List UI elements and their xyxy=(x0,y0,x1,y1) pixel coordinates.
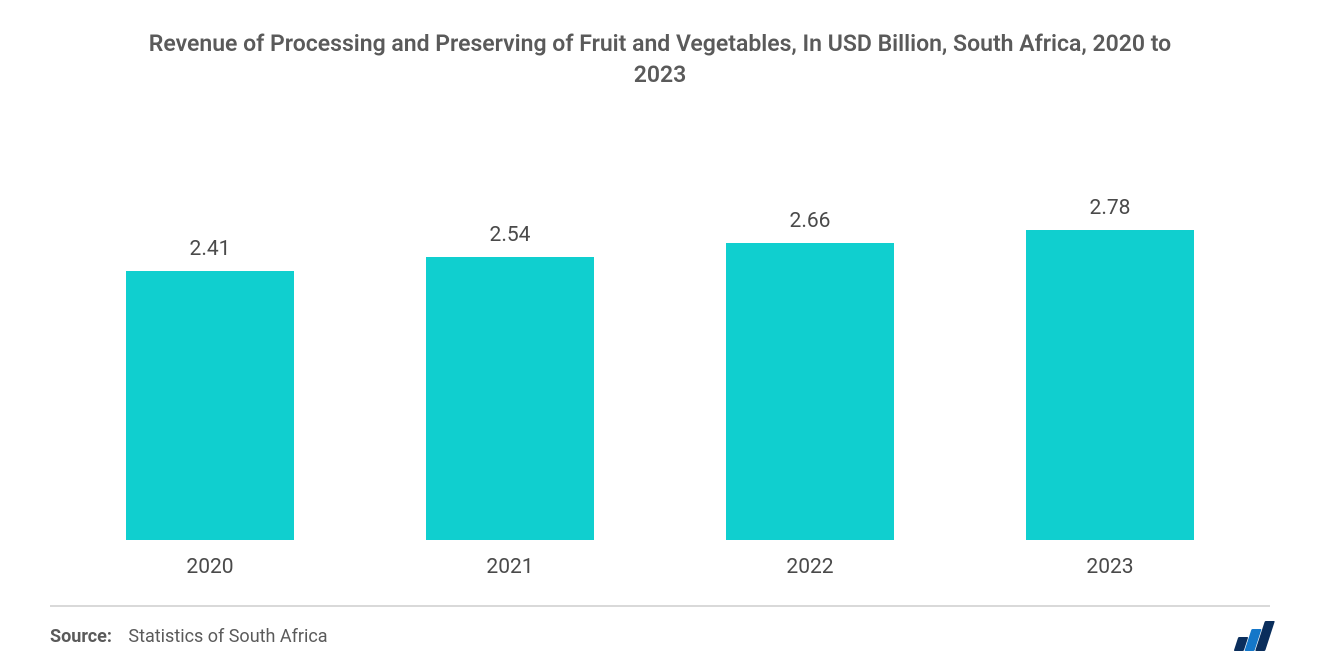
bar-group: 2.78 xyxy=(978,196,1242,540)
x-axis-label: 2021 xyxy=(378,541,642,579)
x-axis-label: 2020 xyxy=(78,541,342,579)
brand-logo-icon xyxy=(1236,621,1270,651)
source-label: Source: xyxy=(50,626,112,647)
bar xyxy=(1026,230,1195,540)
bar xyxy=(426,257,595,540)
x-axis-label: 2022 xyxy=(678,541,942,579)
source-line: Source: Statistics of South Africa xyxy=(50,626,328,647)
footer: Source: Statistics of South Africa xyxy=(50,605,1270,665)
source-text: Statistics of South Africa xyxy=(128,626,327,647)
bar-value-label: 2.66 xyxy=(790,209,831,233)
chart-plot-area: 2.41 2.54 2.66 2.78 xyxy=(60,170,1260,540)
bar-group: 2.41 xyxy=(78,237,342,540)
bar-group: 2.66 xyxy=(678,209,942,540)
bar-value-label: 2.41 xyxy=(190,237,231,261)
bar-group: 2.54 xyxy=(378,223,642,540)
bar-value-label: 2.54 xyxy=(490,223,531,247)
chart-title: Revenue of Processing and Preserving of … xyxy=(0,0,1320,90)
x-axis-label: 2023 xyxy=(978,541,1242,579)
bar xyxy=(726,243,895,540)
x-axis: 2020 2021 2022 2023 xyxy=(60,540,1260,579)
bar xyxy=(126,271,295,540)
bar-value-label: 2.78 xyxy=(1090,196,1131,220)
